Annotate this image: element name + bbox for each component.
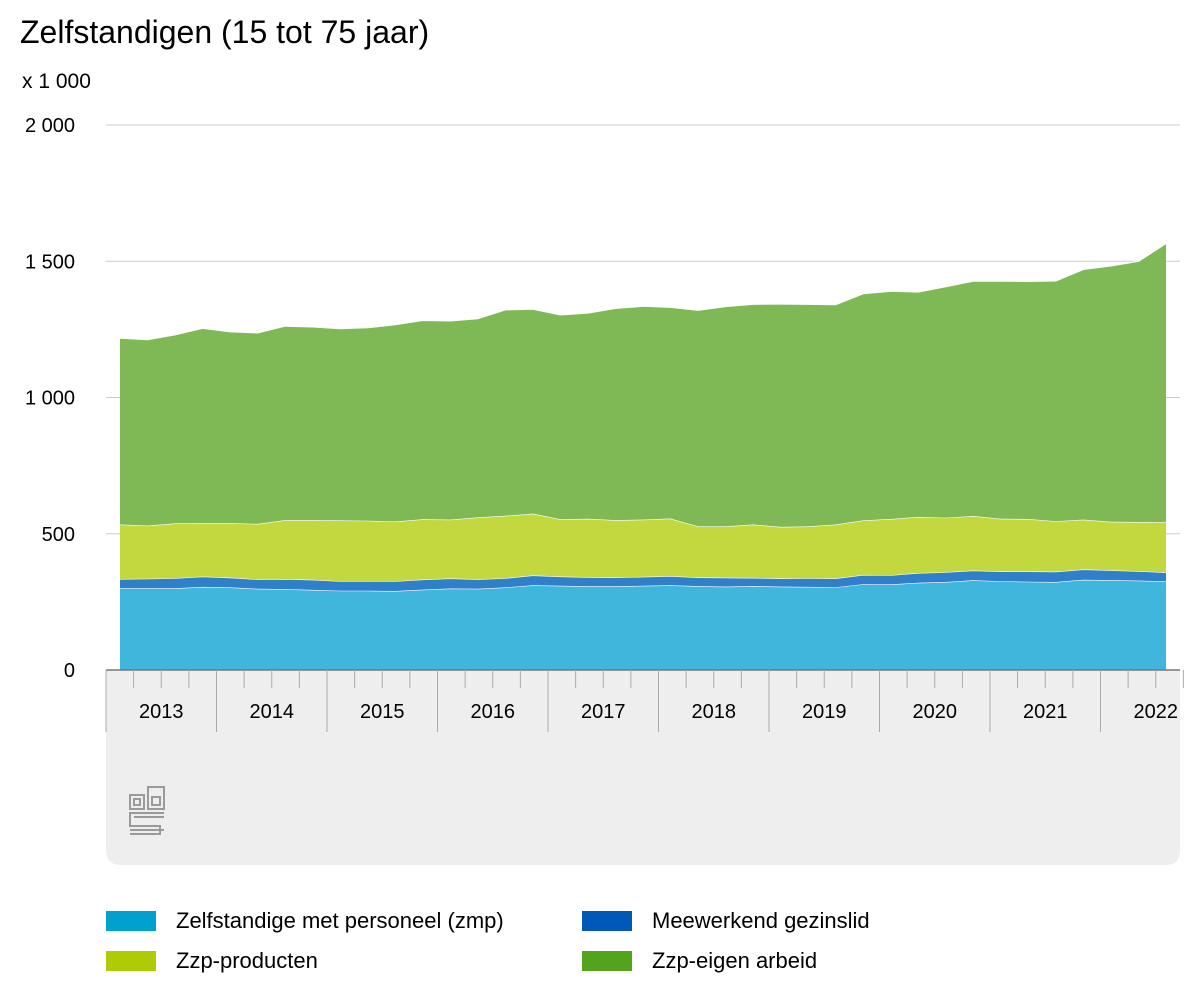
legend-swatch <box>582 951 632 971</box>
chart-title: Zelfstandigen (15 tot 75 jaar) <box>20 14 430 50</box>
x-tick-label: 2016 <box>471 701 516 723</box>
y-axis-labels: 0 500 1 000 1 500 2 000 <box>25 115 75 682</box>
area-meewerkend-gezinslid <box>120 569 1166 591</box>
x-tick-label: 2014 <box>250 701 295 723</box>
x-tick-label: 2018 <box>692 701 737 723</box>
legend-label: Zzp-producten <box>176 948 318 973</box>
y-tick-label: 500 <box>42 524 75 546</box>
legend: Zelfstandige met personeel (zmp) Meewerke… <box>0 908 1200 988</box>
y-tick-label: 0 <box>64 660 75 682</box>
legend-label: Zzp-eigen arbeid <box>652 948 818 973</box>
cbs-logo-icon <box>129 786 165 835</box>
area-zzp-eigen-arbeid <box>120 243 1166 527</box>
x-tick-label: 2013 <box>139 701 184 723</box>
legend-label: Zelfstandige met personeel (zmp) <box>176 908 504 933</box>
stacked-area-chart: 0 500 1 000 1 500 2 000 2013 2014 2015 2016 2017… <box>25 115 1184 865</box>
footer-panel <box>106 670 1180 865</box>
y-tick-label: 2 000 <box>25 115 75 137</box>
y-tick-label: 1 000 <box>25 388 75 410</box>
legend-label: Meewerkend gezinslid <box>652 908 870 933</box>
legend-swatch <box>582 911 632 931</box>
unit-label: x 1 000 <box>22 70 91 93</box>
x-tick-label: 2020 <box>913 701 958 723</box>
legend-item: Zelfstandige met personeel (zmp) <box>106 908 504 934</box>
x-tick-label: 2021 <box>1023 701 1068 723</box>
y-tick-label: 1 500 <box>25 251 75 273</box>
x-tick-label: 2022 <box>1134 701 1179 723</box>
legend-swatch <box>106 911 156 931</box>
x-tick-label: 2019 <box>802 701 847 723</box>
legend-item: Zzp-producten <box>106 948 318 974</box>
x-axis: 2013 2014 2015 2016 2017 2018 2019 2020 2021 2022 <box>105 669 1184 732</box>
series-boundary-line <box>119 242 1167 341</box>
legend-item: Meewerkend gezinslid <box>582 908 870 934</box>
area-zzp-producten <box>120 513 1166 582</box>
series-areas <box>119 242 1167 670</box>
x-tick-label: 2015 <box>360 701 405 723</box>
x-tick-label: 2017 <box>581 701 626 723</box>
footer-panel-bg <box>106 670 1180 865</box>
legend-item: Zzp-eigen arbeid <box>582 948 817 974</box>
area-zelfstandige-met-personeel-zmp <box>120 579 1166 670</box>
legend-swatch <box>106 951 156 971</box>
